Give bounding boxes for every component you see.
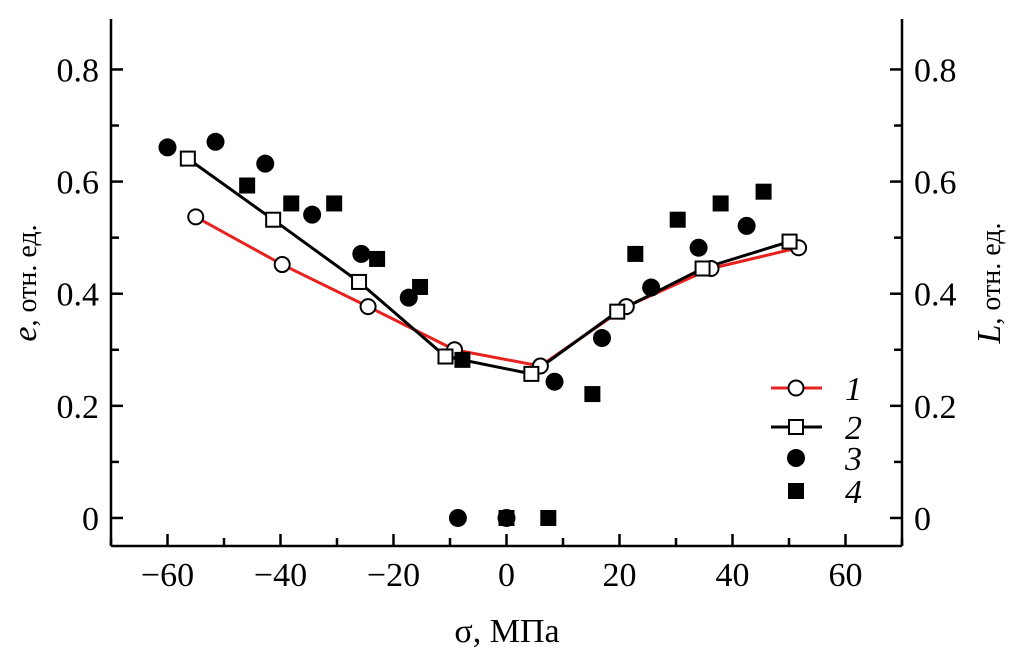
series-3-point [689,238,708,257]
legend-marker-1 [787,379,805,397]
x-axis-label: σ, МПа [454,613,559,650]
series-3-point [206,132,225,151]
y-right-tick-label: 0.8 [914,52,957,89]
series-3-point [303,205,322,224]
series-4-point [755,183,772,200]
y-right-unit: , отн. ед. [976,222,1007,324]
legend-marker-3 [787,449,805,467]
x-tick-label: −40 [254,557,307,594]
series-2-point [609,303,626,320]
legend-label-4: 4 [845,474,862,511]
x-tick-label: 20 [603,557,637,594]
y-left-tick-label: 0 [82,501,99,538]
axes: −60 −40 −20 0 20 40 60 0 0 0.2 0.2 0.4 0.4 0.6 0.6 0.8 0… [57,19,957,594]
legend-marker-4 [788,483,804,499]
series-4-point [712,195,729,212]
series-4-point [669,211,686,228]
series-4-point [326,195,343,212]
series-3-point [448,508,467,527]
y-left-unit: , отн. ед. [12,224,43,326]
x-tick-label: 60 [829,557,863,594]
series-4-point [627,245,644,262]
series-4-point [369,250,386,267]
data-marks [158,132,808,527]
legend-label-1: 1 [845,371,862,408]
legend-label-2: 2 [845,410,862,447]
series-2-point [781,233,798,250]
y-left-var: e [7,327,44,342]
series-1-line [195,215,799,368]
y-right-tick-label: 0.4 [914,277,957,314]
y-left-tick-label: 0.2 [57,389,100,426]
y-axis-left-label: e, отн. ед. [7,224,44,341]
series-4-point [540,509,557,526]
series-2-point [437,348,454,365]
series-4-point [584,386,601,403]
series-3-point [592,329,611,348]
series-3-point [158,138,177,157]
series-4-point [412,278,429,295]
series-4-point [498,509,515,526]
series-4-point [239,177,256,194]
series-3-point [737,216,756,235]
legend-label-3: 3 [844,441,862,478]
y-right-tick-label: 0.6 [914,165,957,202]
series-3-point [545,372,564,391]
x-tick-label: −20 [367,557,420,594]
x-tick-label: 0 [498,557,515,594]
series-1-point [359,298,377,316]
series-2-line [186,157,791,376]
series-3-point [642,278,661,297]
series-2-point [351,273,368,290]
y-left-tick-label: 0.4 [57,277,100,314]
y-left-tick-label: 0.6 [57,165,100,202]
x-tick-label: 40 [716,557,750,594]
series-2-point [179,150,196,167]
y-left-tick-label: 0.8 [57,52,100,89]
y-axis-right-label: L, отн. ед. [971,222,1008,344]
series-4-point [454,351,471,368]
y-right-tick-label: 0 [914,501,931,538]
legend-marker-2 [788,419,804,435]
y-right-tick-label: 0.2 [914,389,957,426]
series-3-point [352,244,371,263]
series-2-point [523,365,540,382]
series-4-point [283,195,300,212]
y-right-var: L [971,325,1008,345]
series-2-point [694,260,711,277]
series-2-point [265,211,282,228]
series-1-point [273,256,291,274]
x-tick-label: −60 [141,557,194,594]
series-3-point [256,154,275,173]
series-1-point [187,208,205,226]
